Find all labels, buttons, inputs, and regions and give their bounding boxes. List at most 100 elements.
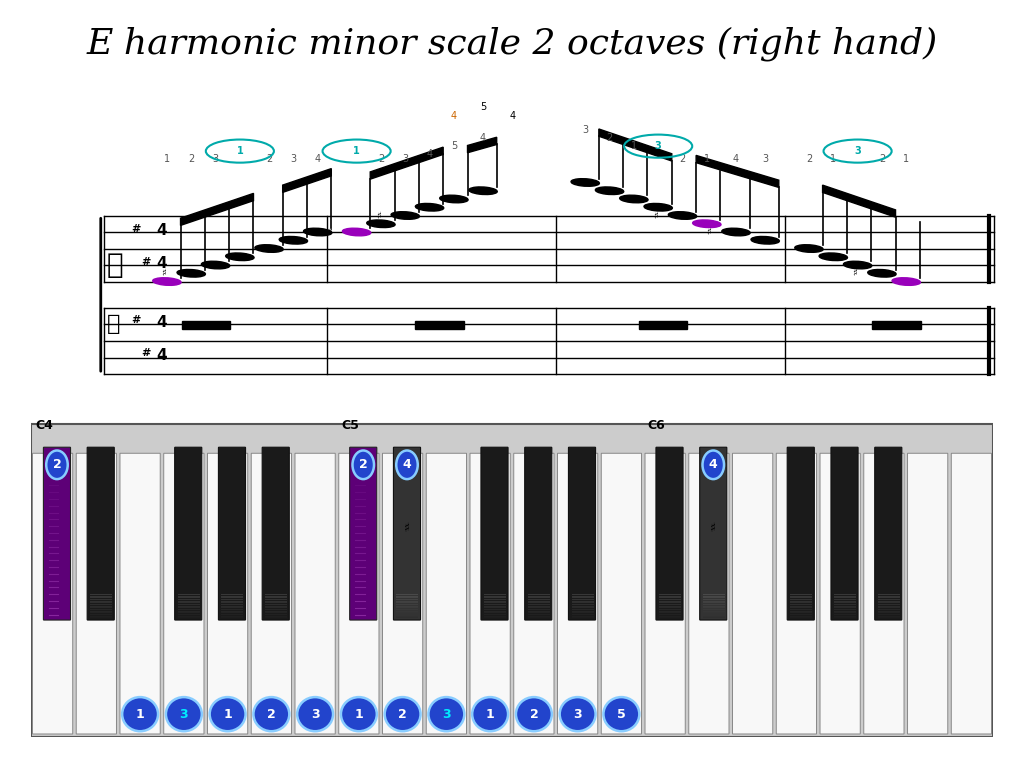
Text: 1: 1: [353, 146, 360, 156]
FancyBboxPatch shape: [514, 453, 554, 734]
FancyBboxPatch shape: [689, 453, 729, 734]
Text: 3: 3: [291, 154, 296, 164]
Text: 2: 2: [267, 707, 275, 720]
FancyBboxPatch shape: [339, 453, 379, 734]
Text: 3: 3: [583, 124, 588, 134]
Text: 2: 2: [529, 707, 539, 720]
Text: 4: 4: [402, 458, 412, 472]
FancyBboxPatch shape: [524, 447, 552, 620]
Text: ♯: ♯: [711, 521, 716, 535]
Text: 1: 1: [830, 154, 837, 164]
Text: 4: 4: [509, 111, 515, 121]
Text: 1: 1: [237, 146, 244, 156]
Text: 3: 3: [213, 154, 218, 164]
Ellipse shape: [255, 245, 284, 253]
Ellipse shape: [722, 228, 751, 236]
Ellipse shape: [210, 697, 246, 731]
FancyBboxPatch shape: [426, 453, 467, 734]
Text: 2: 2: [806, 154, 812, 164]
FancyBboxPatch shape: [470, 453, 510, 734]
FancyBboxPatch shape: [787, 447, 814, 620]
FancyBboxPatch shape: [864, 453, 904, 734]
FancyBboxPatch shape: [568, 447, 596, 620]
Text: #: #: [141, 257, 151, 266]
FancyBboxPatch shape: [87, 447, 115, 620]
Polygon shape: [371, 147, 443, 179]
Text: 3: 3: [573, 707, 582, 720]
Text: 4: 4: [480, 133, 486, 143]
Ellipse shape: [342, 228, 371, 236]
Text: 2: 2: [188, 154, 195, 164]
FancyBboxPatch shape: [907, 453, 948, 734]
Ellipse shape: [560, 697, 596, 731]
Text: 1: 1: [903, 154, 909, 164]
Text: 1: 1: [354, 707, 364, 720]
Ellipse shape: [367, 220, 395, 227]
Ellipse shape: [439, 195, 468, 203]
Text: ♯: ♯: [852, 268, 857, 278]
Ellipse shape: [819, 253, 848, 260]
Text: #: #: [141, 348, 151, 358]
Text: 2: 2: [606, 133, 612, 143]
FancyBboxPatch shape: [164, 453, 204, 734]
Text: 5: 5: [480, 101, 486, 111]
Text: C5: C5: [341, 419, 359, 432]
Text: #: #: [131, 315, 140, 325]
Ellipse shape: [341, 697, 377, 731]
Ellipse shape: [225, 253, 254, 260]
Polygon shape: [180, 194, 254, 226]
FancyBboxPatch shape: [699, 447, 727, 620]
FancyBboxPatch shape: [951, 453, 991, 734]
FancyBboxPatch shape: [601, 453, 641, 734]
Text: 3: 3: [654, 141, 662, 151]
FancyBboxPatch shape: [830, 447, 858, 620]
Ellipse shape: [595, 187, 624, 194]
Ellipse shape: [795, 245, 823, 253]
Text: 1: 1: [223, 707, 232, 720]
Ellipse shape: [692, 220, 721, 227]
Text: 4: 4: [314, 154, 321, 164]
Bar: [639, 321, 687, 329]
Text: 4: 4: [733, 154, 739, 164]
Text: 3: 3: [179, 707, 188, 720]
Text: 3: 3: [402, 154, 409, 164]
FancyBboxPatch shape: [208, 453, 248, 734]
Text: ♯: ♯: [376, 210, 380, 220]
FancyBboxPatch shape: [383, 453, 423, 734]
Ellipse shape: [620, 195, 648, 203]
Text: 2: 2: [52, 458, 61, 472]
Ellipse shape: [472, 697, 508, 731]
Ellipse shape: [751, 237, 779, 244]
FancyBboxPatch shape: [874, 447, 902, 620]
Ellipse shape: [469, 187, 498, 194]
Text: C6: C6: [647, 419, 666, 432]
Text: 1: 1: [631, 141, 637, 151]
FancyBboxPatch shape: [175, 447, 202, 620]
FancyBboxPatch shape: [820, 453, 860, 734]
Ellipse shape: [122, 697, 158, 731]
Text: ♯: ♯: [707, 227, 711, 237]
Ellipse shape: [428, 697, 464, 731]
FancyBboxPatch shape: [645, 453, 685, 734]
Text: 3: 3: [311, 707, 319, 720]
FancyBboxPatch shape: [656, 447, 683, 620]
Text: 1: 1: [485, 707, 495, 720]
Ellipse shape: [303, 228, 332, 236]
Text: 3: 3: [442, 707, 451, 720]
Text: #: #: [131, 223, 140, 233]
Text: 4: 4: [157, 256, 167, 271]
Text: 2: 2: [266, 154, 272, 164]
Polygon shape: [696, 155, 779, 187]
Ellipse shape: [867, 270, 896, 277]
Ellipse shape: [644, 204, 673, 211]
Text: 2: 2: [679, 154, 686, 164]
Bar: [415, 321, 464, 329]
Text: 4: 4: [157, 349, 167, 363]
Text: ♯: ♯: [653, 210, 657, 220]
Polygon shape: [822, 185, 896, 217]
Text: 1: 1: [703, 154, 710, 164]
Text: 3: 3: [854, 146, 861, 156]
Text: 5: 5: [617, 707, 626, 720]
Ellipse shape: [702, 451, 724, 479]
FancyBboxPatch shape: [732, 453, 773, 734]
